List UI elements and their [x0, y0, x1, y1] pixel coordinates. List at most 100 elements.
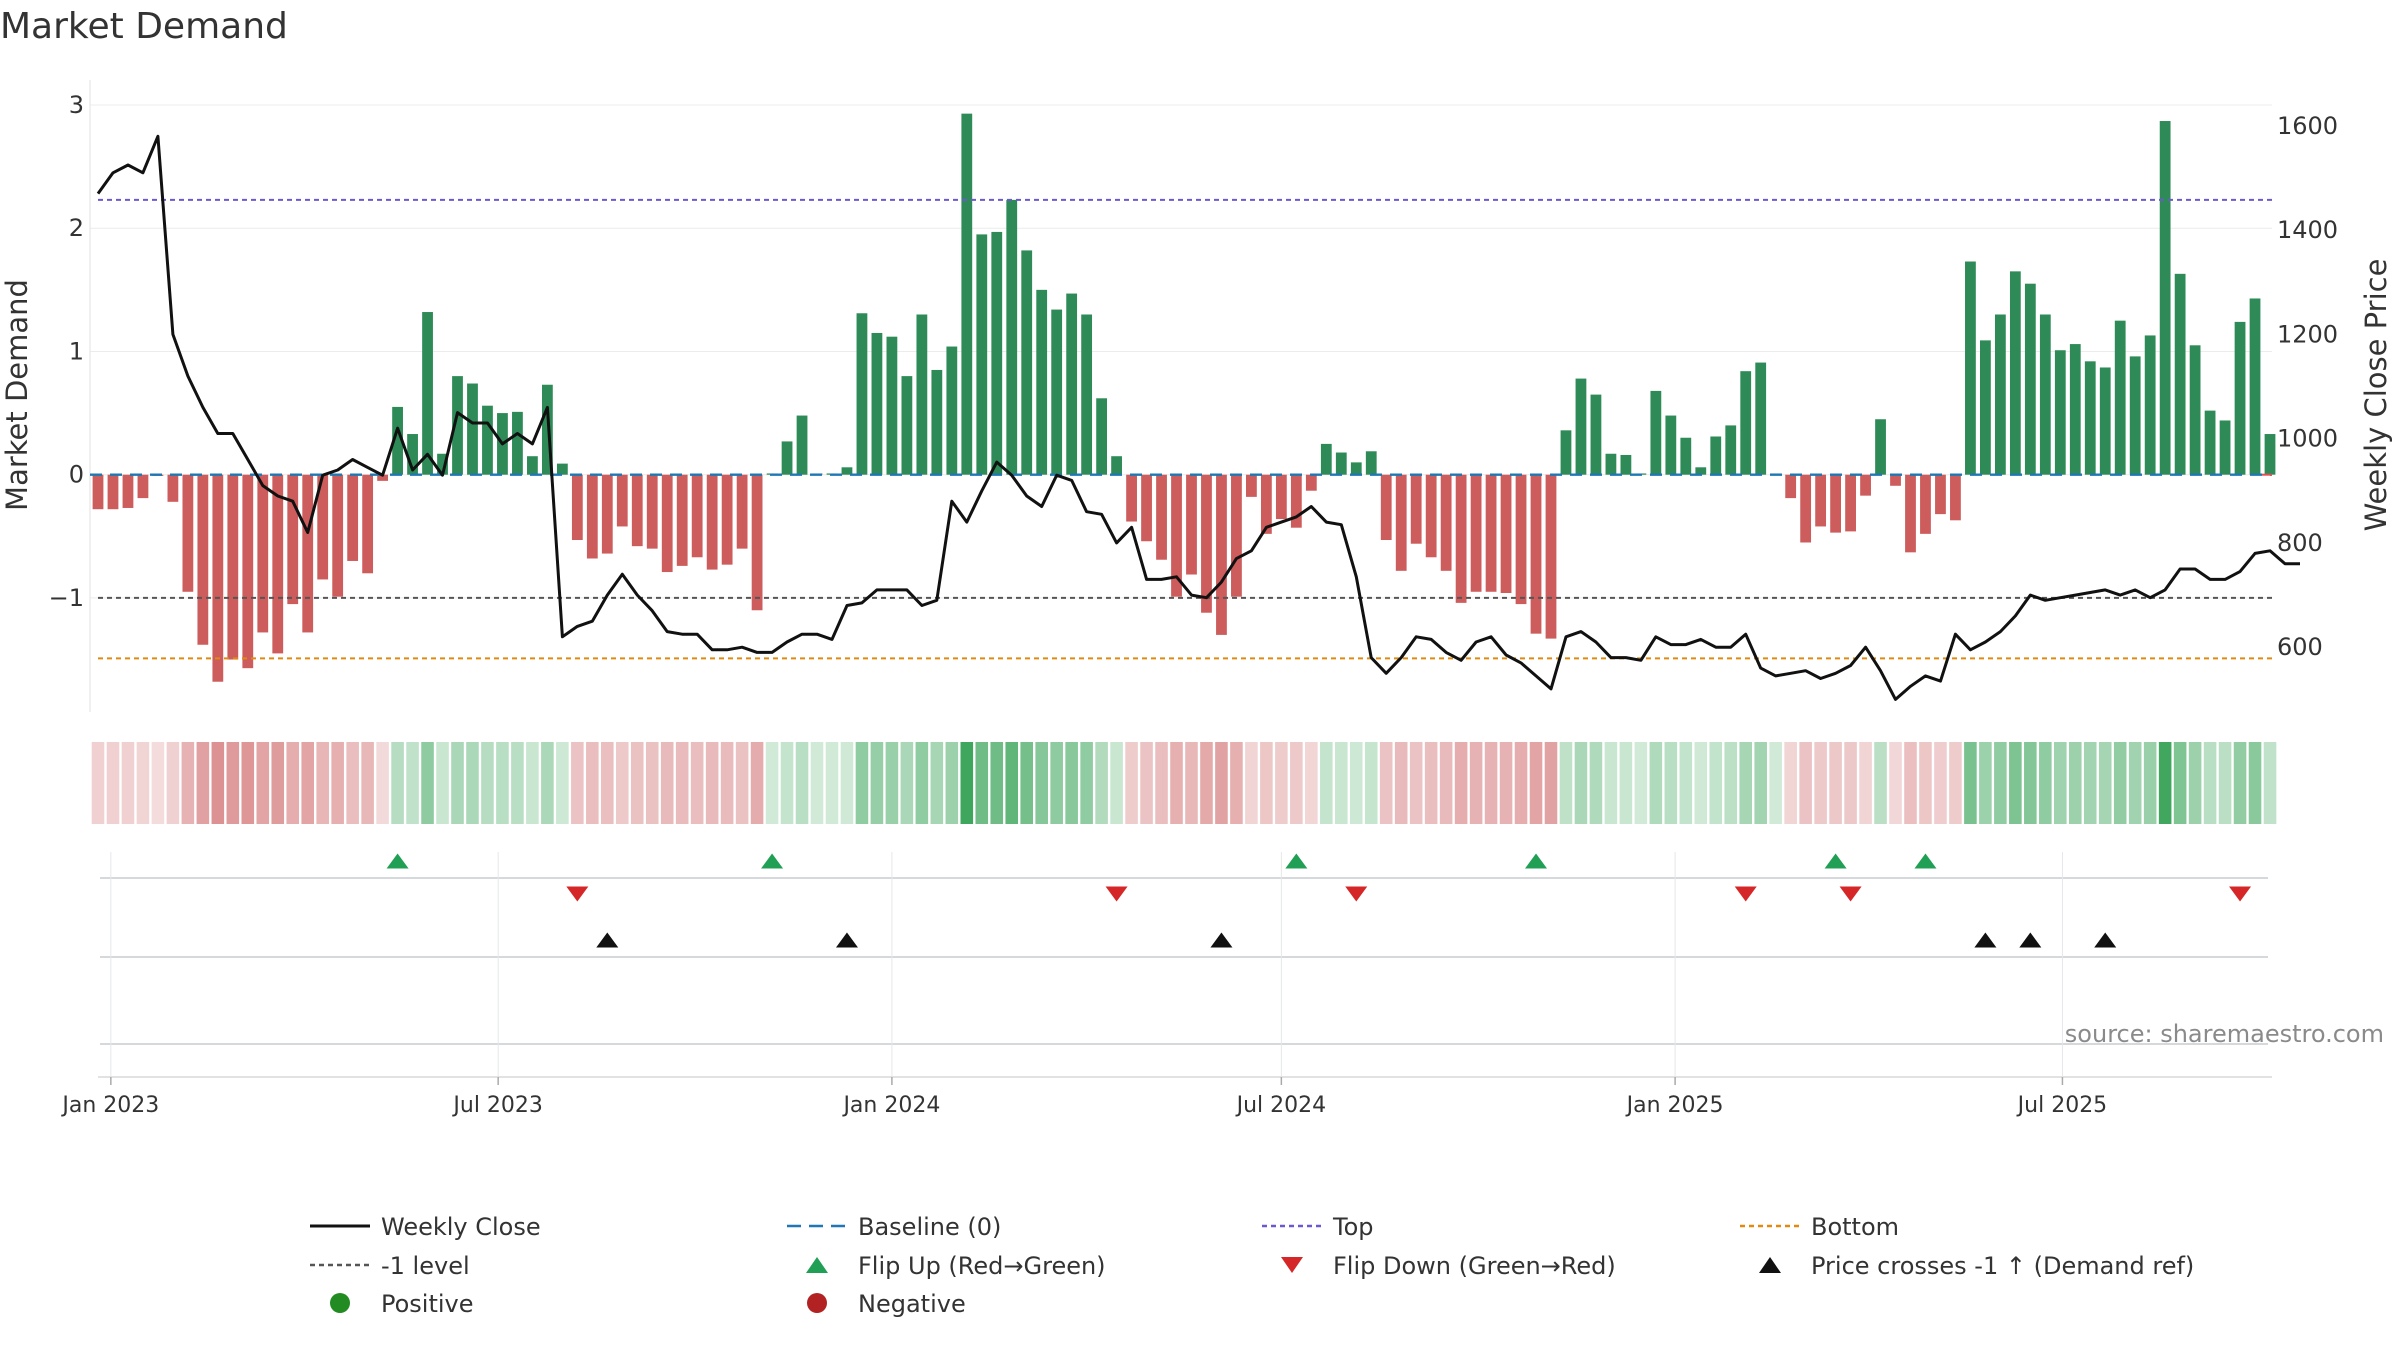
heat-cell [1499, 742, 1513, 824]
bar-positive [946, 346, 958, 475]
heat-cell [630, 742, 644, 824]
bar-negative [1141, 474, 1152, 542]
bar-positive [1066, 293, 1078, 475]
bar-positive [961, 113, 973, 475]
bar-positive [1620, 454, 1632, 475]
flip-down-marker [2229, 886, 2252, 902]
bar-positive [1680, 437, 1692, 475]
heat-cell [361, 742, 374, 824]
bar-positive [1755, 362, 1767, 475]
bar-positive [437, 453, 448, 475]
heat-cell [1379, 742, 1393, 824]
bar-positive [1875, 419, 1886, 475]
bar-positive [2069, 344, 2081, 475]
heat-cell [1529, 742, 1543, 824]
flip-up-marker [1285, 853, 1308, 869]
bar-positive [1575, 378, 1587, 475]
heat-cell [1245, 742, 1258, 824]
bar-positive [1021, 250, 1033, 475]
bar-positive [1710, 436, 1722, 475]
price-cross-marker [596, 932, 619, 948]
bar-positive [2174, 273, 2186, 475]
bar-negative [1470, 474, 1482, 592]
heat-cell [735, 742, 749, 824]
heat-cell [1364, 742, 1378, 824]
heat-cell [511, 742, 524, 824]
heat-cell [211, 742, 225, 824]
bar-negative [182, 474, 194, 592]
x-tick-label: Jan 2023 [60, 1093, 159, 1118]
heat-cell [675, 742, 689, 824]
bar-positive [1994, 314, 2006, 475]
heat-cell [1994, 742, 2007, 824]
bar-positive [556, 463, 568, 475]
y2-tick-label: 1600 [2277, 112, 2338, 140]
heat-cell [1200, 742, 1213, 824]
bar-positive [2219, 420, 2231, 475]
heat-cell [1754, 742, 1767, 824]
bar-negative [1485, 474, 1497, 592]
heat-cell [1230, 742, 1243, 824]
heat-cell [1919, 742, 1932, 824]
heat-cell [1409, 742, 1423, 824]
legend-item: Flip Down (Green→Red) [1281, 1252, 1616, 1280]
legend-item: Flip Up (Red→Green) [806, 1252, 1106, 1280]
y-axis-label: Market Demand [0, 279, 34, 511]
legend-label: Top [1332, 1213, 1374, 1241]
heat-cell [1484, 742, 1498, 824]
heat-cell [765, 742, 779, 824]
legend-swatch [1281, 1257, 1303, 1273]
bar-negative [646, 474, 658, 549]
bar-positive [2264, 434, 2276, 475]
legend-swatch [330, 1293, 350, 1313]
legend-item: Bottom [1740, 1213, 1899, 1241]
bar-positive [2234, 321, 2246, 475]
bar-negative [1800, 474, 1812, 543]
heat-cell [855, 742, 869, 824]
heat-cell [466, 742, 479, 824]
x-tick-label: Jul 2023 [451, 1093, 543, 1118]
price-line-group [96, 134, 2300, 701]
bar-negative [586, 474, 598, 559]
heat-cell [2233, 742, 2247, 824]
flip-up-marker [386, 853, 409, 869]
legend-label: -1 level [381, 1252, 470, 1280]
bar-positive [1605, 453, 1617, 475]
heat-cell [586, 742, 599, 824]
y-tick-label: 3 [69, 91, 84, 119]
flip-up-marker [1914, 853, 1937, 869]
heat-cell [1679, 742, 1693, 824]
bar-negative [1935, 474, 1946, 515]
demand-heat-strip [91, 742, 2277, 824]
x-ticks: Jan 2023 Jul 2023 Jan 2024 Jul 2024 Jan 2025… [60, 1077, 2107, 1118]
price-cross-marker [2094, 932, 2117, 948]
bar-negative [1410, 474, 1422, 544]
heat-cell [750, 742, 764, 824]
flip-up-marker [1525, 853, 1548, 869]
heat-cell [1859, 742, 1872, 824]
bar-positive [2099, 367, 2111, 475]
y-tick-label: 1 [69, 337, 84, 365]
bar-positive [976, 234, 988, 475]
legend: Weekly Close Baseline (0) Top Bottom -1 leve… [310, 1213, 2194, 1318]
bar-positive [781, 441, 793, 475]
bar-negative [1500, 474, 1512, 593]
heat-cell [810, 742, 824, 824]
heat-cell [1904, 742, 1917, 824]
bar-negative [571, 474, 583, 541]
heat-cell [660, 742, 674, 824]
bar-positive [916, 314, 928, 475]
bar-negative [1920, 474, 1931, 534]
bar-negative [1260, 474, 1272, 534]
heat-cell [1589, 742, 1603, 824]
heat-cell [1170, 742, 1183, 824]
bar-positive [2039, 314, 2051, 475]
bar-negative [167, 474, 179, 502]
bar-positive [991, 231, 1003, 475]
heat-cell [496, 742, 509, 824]
heat-cell [1110, 742, 1123, 824]
bar-negative [676, 474, 688, 566]
heat-cell [1874, 742, 1887, 824]
heat-cell [2173, 742, 2187, 824]
bar-positive [1650, 390, 1662, 475]
